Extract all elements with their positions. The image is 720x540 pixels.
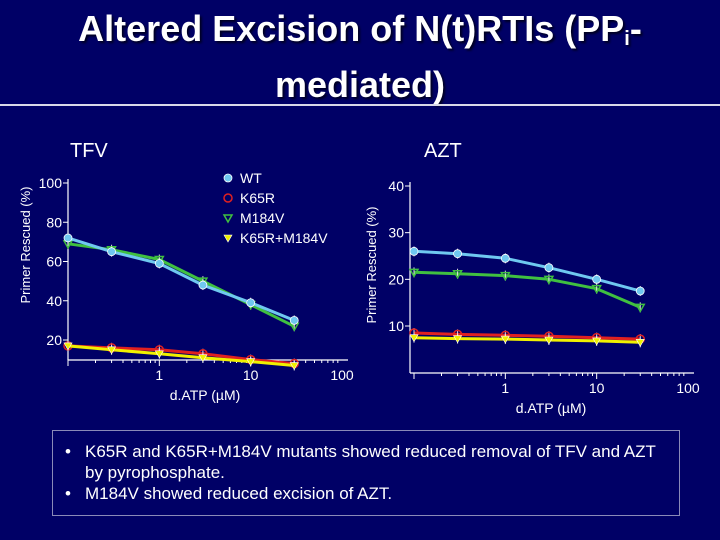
tfv-series-line-m184v: [67, 242, 295, 328]
tfv-point-k65r-m184v: [289, 362, 299, 371]
legend-marker-wt: [223, 173, 233, 183]
tfv-point-k65r-m184v: [107, 346, 117, 355]
azt-point-wt: [592, 274, 602, 284]
azt-point-k65r-m184v: [453, 335, 463, 344]
legend-marker-k65r: [223, 193, 233, 203]
legend-label-k65r-m184v: K65R+M184V: [240, 230, 328, 246]
azt-series-line-m184v: [413, 270, 641, 309]
tfv-x-tick-label: 1: [155, 367, 163, 383]
tfv-y-tick-label: 80: [46, 214, 62, 230]
azt-point-k65r-m184v: [544, 336, 554, 345]
azt-point-wt: [635, 286, 645, 296]
tfv-series-line-wt: [67, 236, 295, 322]
azt-y-tick-label: 40: [388, 178, 404, 194]
azt-point-m184v: [591, 284, 602, 295]
tfv-panel-title: TFV: [70, 140, 108, 162]
tfv-point-k65r-m184v: [198, 354, 208, 363]
tfv-point-k65r-m184v: [154, 350, 164, 359]
notes-box: • K65R and K65R+M184V mutants showed red…: [52, 430, 680, 516]
azt-point-k65r-m184v: [409, 334, 419, 343]
legend-marker-m184v: [222, 214, 234, 224]
tfv-point-wt: [154, 259, 164, 268]
azt-series-line-k65r: [413, 331, 641, 341]
azt-point-m184v: [500, 271, 511, 282]
tfv-point-wt: [289, 315, 299, 325]
tfv-point-k65r-m184v: [63, 342, 73, 351]
azt-point-m184v: [408, 268, 420, 278]
charts-area: 20 40 60 80 100 1 10 100 d.ATP (µM) Primer Rescue…: [18, 170, 700, 416]
tfv-y-tick-label: 20: [46, 332, 62, 348]
note-item-1: • K65R and K65R+M184V mutants showed red…: [61, 441, 673, 483]
legend-label-m184v: M184V: [240, 210, 285, 226]
note-text-2: M184V showed reduced excision of AZT.: [85, 484, 393, 503]
tfv-x-label: d.ATP (µM): [170, 387, 241, 403]
azt-panel-title: AZT: [424, 140, 462, 162]
title-line-2: mediated): [274, 64, 446, 105]
bullet-1: •: [65, 442, 71, 461]
slide-title: Altered Excision of N(t)RTIs (PPi- media…: [0, 6, 720, 108]
tfv-point-wt: [107, 247, 116, 257]
azt-point-k65r-m184v: [500, 335, 510, 344]
note-text-1: K65R and K65R+M184V mutants showed reduc…: [85, 442, 656, 482]
legend-label-wt: WT: [240, 170, 262, 186]
tfv-point-wt: [246, 298, 256, 308]
tfv-point-wt: [63, 233, 73, 243]
azt-point-wt: [453, 249, 462, 259]
title-main: Altered Excision of N(t)RTIs (PP: [78, 8, 625, 49]
title-hyphen: -: [629, 8, 642, 49]
azt-point-wt: [500, 253, 510, 263]
azt-series-line-wt: [413, 249, 641, 293]
legend-marker-k65r-m184v: [223, 234, 233, 243]
azt-point-wt: [544, 263, 554, 273]
azt-y-label: Primer Rescued (%): [364, 206, 379, 323]
title-subscript: i: [624, 28, 630, 50]
title-divider: [0, 104, 720, 106]
azt-point-k65r-m184v: [592, 337, 602, 346]
azt-point-wt: [409, 246, 419, 256]
tfv-y-tick-label: 60: [46, 254, 62, 270]
azt-point-m184v: [452, 269, 463, 280]
azt-series-line-k65r-m184v: [413, 336, 641, 344]
tfv-point-k65r-m184v: [246, 358, 256, 367]
azt-x-tick-label: 100: [676, 380, 700, 396]
bullet-2: •: [65, 484, 71, 503]
tfv-x-tick-label: 100: [330, 367, 354, 383]
tfv-point-wt: [198, 280, 208, 290]
tfv-x-tick-label: 10: [243, 367, 259, 383]
note-item-2: • M184V showed reduced excision of AZT.: [61, 483, 673, 504]
azt-x-label: d.ATP (µM): [516, 400, 587, 416]
azt-point-m184v: [543, 275, 555, 285]
tfv-series-line-k65r-m184v: [67, 344, 295, 367]
azt-y-tick-label: 10: [388, 318, 404, 334]
tfv-y-label: Primer Rescued (%): [18, 186, 33, 303]
azt-x-tick-label: 10: [589, 380, 605, 396]
tfv-y-tick-label: 100: [39, 175, 63, 191]
tfv-y-tick-label: 40: [46, 293, 62, 309]
tfv-series-line-k65r: [67, 344, 295, 366]
azt-point-k65r-m184v: [635, 339, 645, 347]
azt-x-tick-label: 1: [501, 380, 509, 396]
azt-point-m184v: [634, 303, 646, 313]
azt-y-tick-label: 20: [388, 271, 404, 287]
azt-y-tick-label: 30: [388, 225, 404, 241]
legend-label-k65r: K65R: [240, 190, 275, 206]
